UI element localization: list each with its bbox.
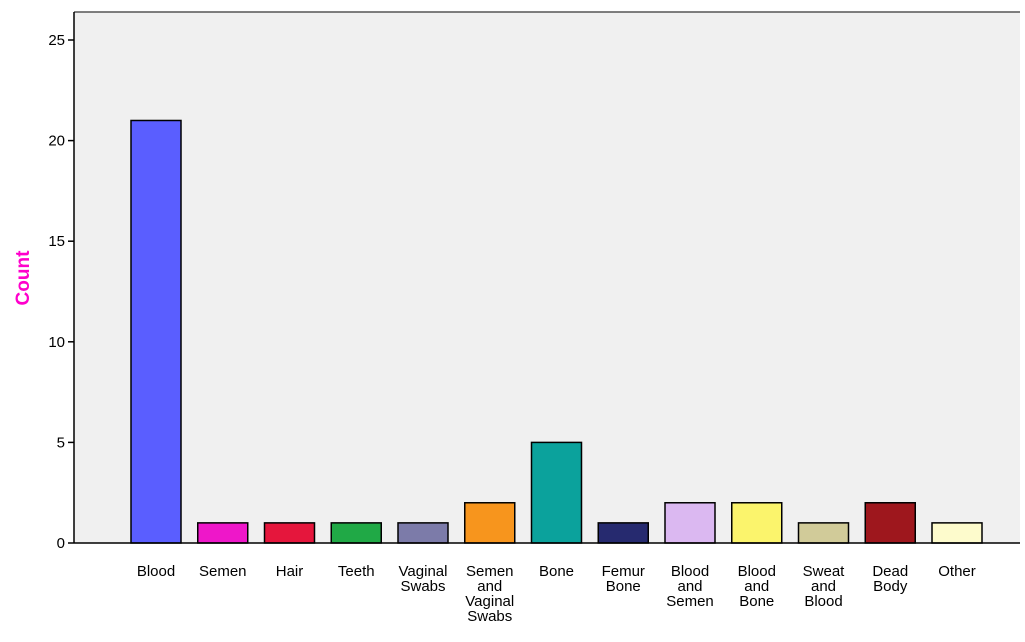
y-tick-label: 10 (48, 334, 65, 351)
y-axis-title: Count (13, 250, 34, 306)
y-tick-label: 20 (48, 133, 65, 150)
y-tick-label: 0 (57, 535, 65, 552)
x-tick-label: Femur Bone (602, 563, 645, 595)
x-tick-label: Hair (276, 563, 304, 580)
bar-hair (263, 522, 316, 544)
bar-blood-and-semen (664, 502, 716, 544)
y-tick-label: 5 (57, 434, 65, 451)
bar-teeth (330, 522, 382, 544)
bar-semen (197, 522, 249, 544)
bar-dead-body (864, 502, 916, 544)
bar-other (931, 522, 983, 544)
x-tick-label: Bone (539, 563, 574, 580)
x-tick-label: Sweat and Blood (803, 563, 846, 610)
x-tick-label: Semen (199, 563, 247, 580)
x-tick-label: Other (938, 563, 976, 580)
x-tick-label: Teeth (338, 563, 375, 580)
x-tick-label: Dead Body (872, 563, 908, 595)
bar-vaginal-swabs (397, 522, 449, 544)
bar-femur-bone (597, 522, 649, 544)
x-tick-label: Vaginal Swabs (399, 563, 448, 595)
bar-semen-and-vaginal-swabs (464, 502, 516, 544)
x-tick-label: Semen and Vaginal Swabs (465, 563, 514, 625)
x-tick-label: Blood and Semen (666, 563, 714, 610)
y-tick-label: 25 (48, 32, 65, 49)
bar-bone (530, 441, 583, 544)
y-tick-label: 15 (48, 233, 65, 250)
bar-blood (130, 119, 182, 544)
bar-sweat-and-blood (797, 522, 850, 544)
x-tick-label: Blood (137, 563, 175, 580)
bar-blood-and-bone (731, 502, 783, 544)
x-tick-label: Blood and Bone (738, 563, 776, 610)
